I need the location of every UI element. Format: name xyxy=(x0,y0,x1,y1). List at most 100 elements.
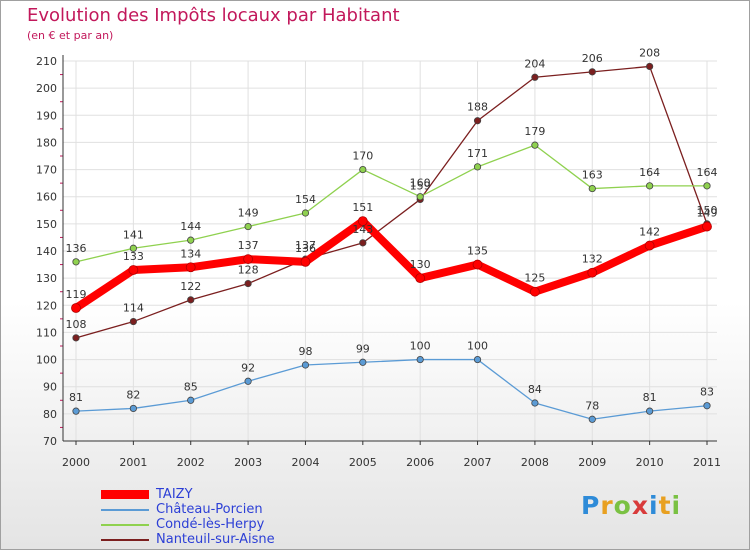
data-label-chateau-2010: 81 xyxy=(643,391,657,404)
legend-label-conde-les-herpy: Condé-lès-Herpy xyxy=(156,517,265,532)
x-tick-label-2008: 2008 xyxy=(521,456,549,469)
data-point-taizy-2010 xyxy=(644,240,655,251)
data-label-conde-2003: 149 xyxy=(238,207,259,220)
data-point-taizy-2011 xyxy=(702,221,712,232)
data-label-nanteuil-2003: 128 xyxy=(238,264,259,277)
data-label-taizy-2008: 125 xyxy=(524,272,545,285)
y-tick-label-70: 70 xyxy=(43,435,57,448)
data-point-conde-2002 xyxy=(187,236,195,244)
y-tick-label-100: 100 xyxy=(36,354,57,367)
data-label-taizy-2002: 134 xyxy=(180,247,201,260)
y-tick-label-170: 170 xyxy=(36,164,57,177)
data-label-taizy-2005: 151 xyxy=(352,201,373,214)
legend-swatch-taizy xyxy=(101,490,149,499)
y-tick-label-90: 90 xyxy=(43,381,57,394)
data-point-taizy-2008 xyxy=(530,286,540,297)
axis-layer: 7080901001101201301401501601701801902002… xyxy=(36,55,721,469)
data-point-conde-2000 xyxy=(72,258,80,266)
data-point-chateau-2002 xyxy=(187,396,195,404)
data-label-chateau-2007: 100 xyxy=(467,340,488,353)
x-tick-label-2009: 2009 xyxy=(578,456,606,469)
data-label-nanteuil-2006: 159 xyxy=(410,179,431,192)
data-label-chateau-2008: 84 xyxy=(528,383,542,396)
data-label-nanteuil-2008: 204 xyxy=(524,57,545,70)
chart-subtitle: (en € et par an) xyxy=(27,29,114,42)
chart-title: Evolution des Impôts locaux par Habitant xyxy=(27,5,400,26)
data-label-chateau-2000: 81 xyxy=(69,391,83,404)
data-label-nanteuil-2004: 137 xyxy=(295,239,316,252)
data-point-conde-2010 xyxy=(646,182,654,190)
grid-layer xyxy=(63,60,717,442)
data-point-taizy-2007 xyxy=(472,259,483,270)
x-tick-label-2005: 2005 xyxy=(349,456,377,469)
data-point-chateau-2009 xyxy=(588,415,596,423)
series-line-conde xyxy=(75,144,708,263)
data-label-taizy-2007: 135 xyxy=(467,245,488,258)
data-point-conde-2007 xyxy=(473,163,482,171)
data-point-conde-2004 xyxy=(301,209,310,217)
data-label-conde-2010: 164 xyxy=(639,166,660,179)
y-tick-label-180: 180 xyxy=(36,136,57,149)
data-point-nanteuil-2007 xyxy=(473,117,482,125)
x-tick-label-2007: 2007 xyxy=(464,456,492,469)
data-label-conde-2008: 179 xyxy=(524,125,545,138)
data-point-nanteuil-2003 xyxy=(244,279,252,288)
y-tick-label-110: 110 xyxy=(36,326,57,339)
legend: TAIZY Château-Porcien Condé-lès-Herpy Na… xyxy=(101,487,361,547)
data-label-nanteuil-2002: 122 xyxy=(180,280,201,293)
legend-label-chateau-porcien: Château-Porcien xyxy=(156,502,263,517)
data-label-chateau-2003: 92 xyxy=(241,361,255,374)
data-point-taizy-2004 xyxy=(300,256,311,267)
legend-label-taizy: TAIZY xyxy=(156,487,193,502)
x-tick-label-2011: 2011 xyxy=(693,456,721,469)
data-point-chateau-2011 xyxy=(703,402,711,410)
x-tick-label-2001: 2001 xyxy=(119,456,147,469)
data-label-nanteuil-2010: 208 xyxy=(639,46,660,59)
data-label-taizy-2006: 130 xyxy=(410,258,431,271)
y-tick-label-80: 80 xyxy=(43,408,57,421)
data-label-nanteuil-2000: 108 xyxy=(66,318,87,331)
legend-item-nanteuil-sur-aisne: Nanteuil-sur-Aisne xyxy=(101,532,361,547)
data-label-chateau-2006: 100 xyxy=(410,340,431,353)
data-label-chateau-2011: 83 xyxy=(700,386,714,399)
data-point-conde-2003 xyxy=(244,222,252,231)
legend-item-chateau-porcien: Château-Porcien xyxy=(101,502,361,517)
series-line-nanteuil xyxy=(75,65,708,339)
y-tick-label-200: 200 xyxy=(36,82,57,95)
data-point-conde-2006 xyxy=(416,193,424,201)
data-point-taizy-2002 xyxy=(185,262,196,273)
data-point-conde-2009 xyxy=(588,184,596,193)
data-label-conde-2011: 164 xyxy=(697,166,718,179)
y-tick-label-140: 140 xyxy=(36,245,57,258)
data-point-nanteuil-2001 xyxy=(129,317,137,326)
data-label-conde-2004: 154 xyxy=(295,193,316,206)
data-label-taizy-2010: 142 xyxy=(639,226,660,239)
data-point-chateau-2000 xyxy=(72,407,80,415)
data-point-nanteuil-2010 xyxy=(646,62,654,71)
x-tick-label-2004: 2004 xyxy=(291,456,319,469)
legend-swatch-nanteuil-sur-aisne xyxy=(101,539,149,541)
series-line-taizy xyxy=(72,217,711,312)
data-point-chateau-2001 xyxy=(129,404,137,413)
y-tick-label-190: 190 xyxy=(36,109,57,122)
x-tick-label-2003: 2003 xyxy=(234,456,262,469)
legend-item-conde-les-herpy: Condé-lès-Herpy xyxy=(101,517,361,532)
data-point-conde-2011 xyxy=(703,182,711,190)
x-tick-label-2006: 2006 xyxy=(406,456,434,469)
data-point-nanteuil-2002 xyxy=(187,296,195,304)
data-label-conde-2001: 141 xyxy=(123,228,144,241)
data-label-chateau-2002: 85 xyxy=(184,380,198,393)
data-point-conde-2001 xyxy=(129,244,137,252)
data-point-taizy-2005 xyxy=(357,216,368,227)
data-label-conde-2000: 136 xyxy=(66,242,87,255)
legend-item-taizy: TAIZY xyxy=(101,487,361,502)
data-point-taizy-2009 xyxy=(587,267,598,278)
y-tick-label-160: 160 xyxy=(36,191,57,204)
legend-label-nanteuil-sur-aisne: Nanteuil-sur-Aisne xyxy=(156,532,275,547)
data-point-chateau-2007 xyxy=(473,355,482,364)
data-label-nanteuil-2005: 143 xyxy=(352,223,373,236)
y-tick-label-130: 130 xyxy=(36,272,57,285)
x-tick-label-2010: 2010 xyxy=(636,456,664,469)
series-layer xyxy=(71,62,712,423)
y-tick-label-120: 120 xyxy=(36,299,57,312)
